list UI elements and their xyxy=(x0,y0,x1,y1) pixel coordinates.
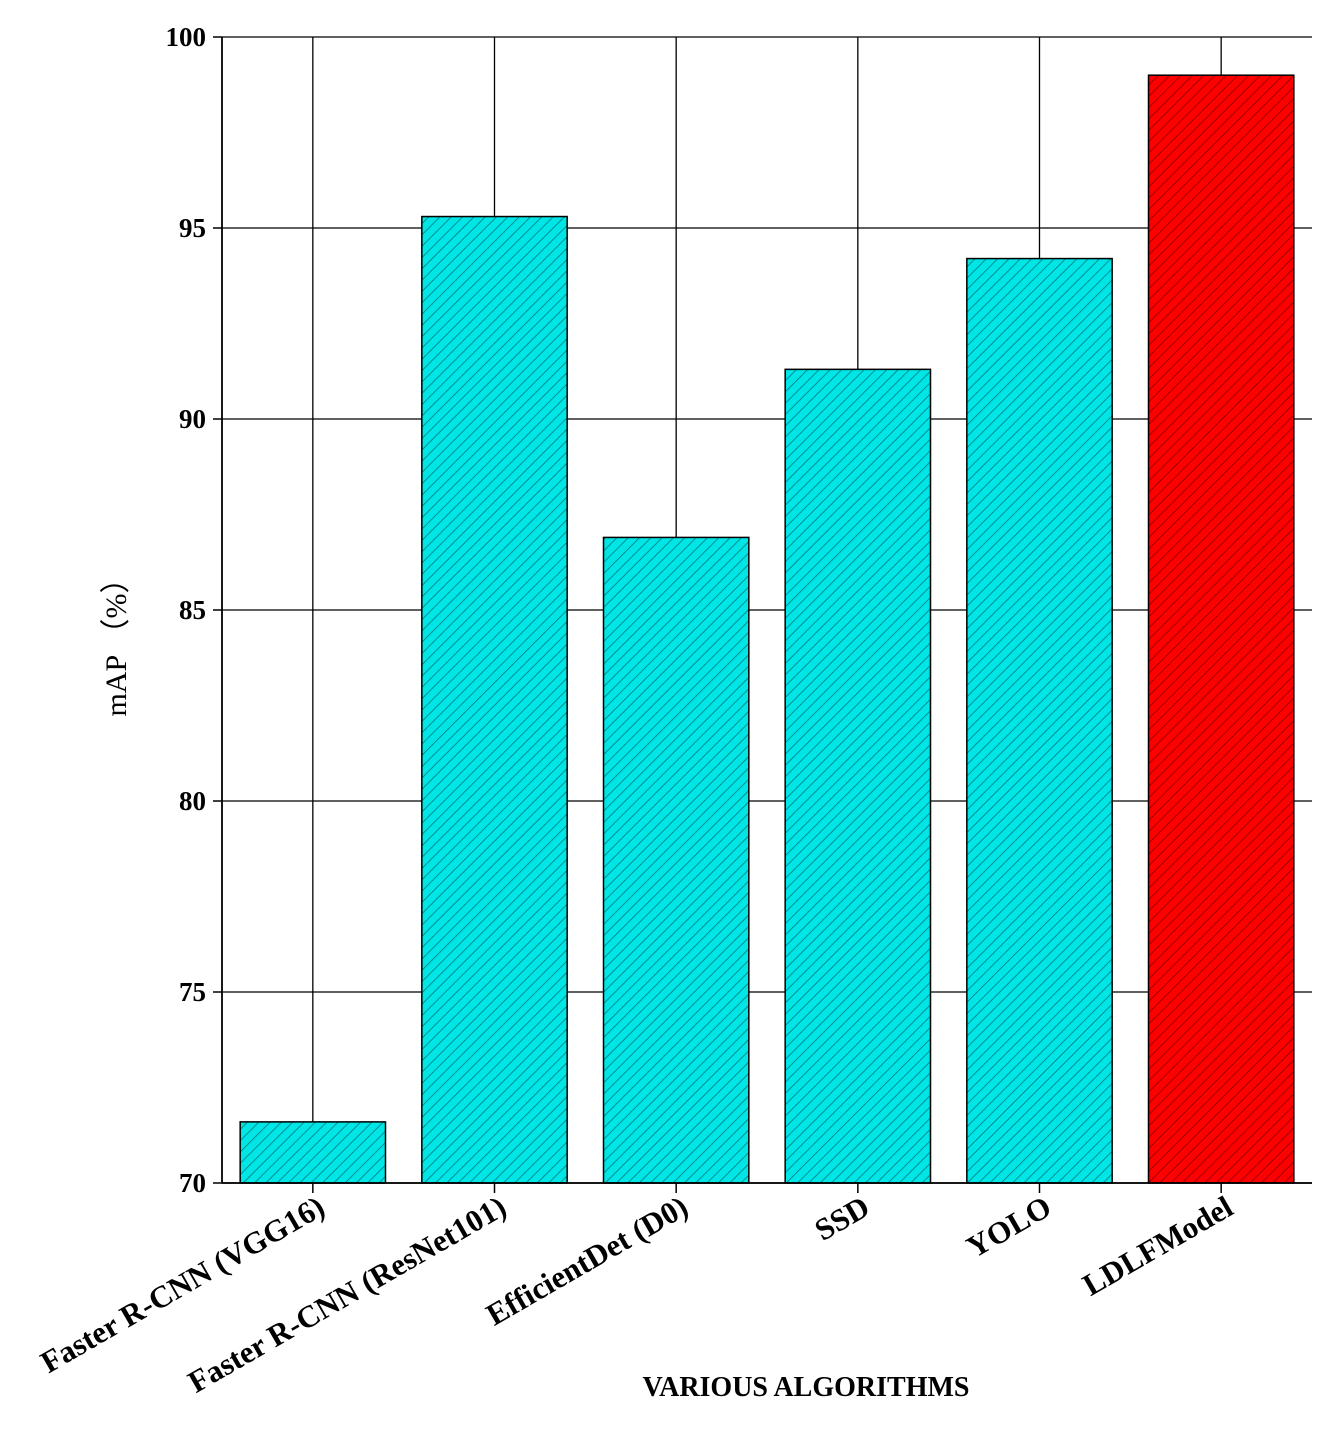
x-category-label: Faster R-CNN (ResNet101) xyxy=(182,1189,512,1400)
y-tick-label: 90 xyxy=(179,404,206,434)
x-category-label: YOLO xyxy=(960,1189,1057,1265)
x-category-label: Faster R-CNN (VGG16) xyxy=(34,1189,330,1380)
bar-3 xyxy=(602,536,750,1184)
y-tick-label: 95 xyxy=(179,213,206,243)
x-category-label: EfficientDet (D0) xyxy=(480,1189,694,1333)
y-tick-label: 100 xyxy=(166,22,207,52)
x-category-label: SSD xyxy=(809,1189,876,1248)
axes xyxy=(213,36,1312,1193)
y-tick-label: 85 xyxy=(179,595,206,625)
bars xyxy=(239,74,1295,1184)
bar-4 xyxy=(784,368,932,1184)
bar-1 xyxy=(239,1121,387,1184)
y-tick-label: 80 xyxy=(179,786,206,816)
bar-5 xyxy=(966,257,1113,1184)
y-tick-labels: 70 75 80 85 90 95 100 xyxy=(166,22,207,1198)
x-axis-title: VARIOUS ALGORITHMS xyxy=(642,1372,969,1403)
y-tick-label: 70 xyxy=(179,1168,206,1198)
bar-2 xyxy=(421,215,568,1184)
y-axis-title: mAP （%） xyxy=(100,563,133,716)
bar-6 xyxy=(1147,74,1295,1184)
x-category-labels: Faster R-CNN (VGG16)Faster R-CNN (ResNet… xyxy=(34,1189,1239,1400)
y-tick-label: 75 xyxy=(179,977,206,1007)
x-category-label: LDLFModel xyxy=(1076,1189,1239,1303)
